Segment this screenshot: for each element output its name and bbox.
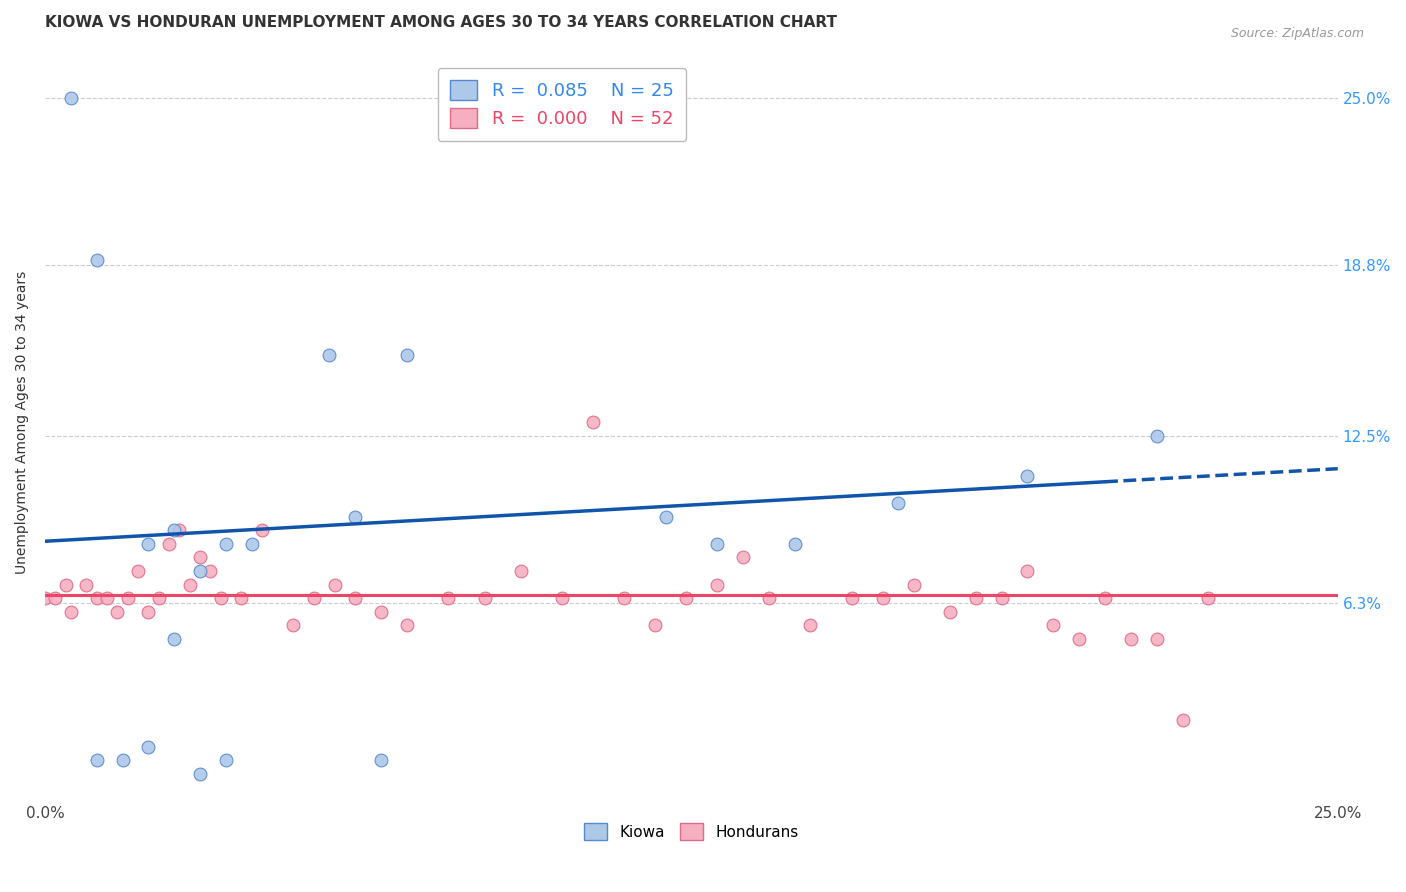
Point [733, 550, 755, 565]
Point [644, 618, 666, 632]
Point [654, 510, 676, 524]
Point [887, 496, 910, 510]
Point [370, 605, 392, 619]
Point [437, 591, 460, 605]
Point [318, 348, 340, 362]
Point [370, 753, 392, 767]
Point [872, 591, 894, 605]
Point [215, 753, 238, 767]
Legend: Kiowa, Hondurans: Kiowa, Hondurans [578, 817, 804, 847]
Point [138, 605, 160, 619]
Point [105, 605, 128, 619]
Point [1119, 632, 1142, 646]
Point [582, 415, 605, 429]
Point [1069, 632, 1091, 646]
Point [758, 591, 780, 605]
Point [706, 577, 728, 591]
Point [939, 605, 962, 619]
Point [1146, 632, 1168, 646]
Point [283, 618, 305, 632]
Point [163, 632, 186, 646]
Text: Source: ZipAtlas.com: Source: ZipAtlas.com [1230, 27, 1364, 40]
Point [86, 252, 108, 267]
Point [169, 524, 191, 538]
Point [163, 524, 186, 538]
Point [474, 591, 496, 605]
Point [841, 591, 863, 605]
Point [44, 591, 66, 605]
Point [127, 564, 149, 578]
Point [344, 591, 367, 605]
Point [1094, 591, 1116, 605]
Point [86, 753, 108, 767]
Point [1171, 713, 1194, 727]
Point [706, 537, 728, 551]
Point [509, 564, 531, 578]
Point [86, 591, 108, 605]
Point [157, 537, 180, 551]
Text: KIOWA VS HONDURAN UNEMPLOYMENT AMONG AGES 30 TO 34 YEARS CORRELATION CHART: KIOWA VS HONDURAN UNEMPLOYMENT AMONG AGE… [45, 15, 837, 30]
Point [111, 753, 134, 767]
Point [59, 605, 82, 619]
Y-axis label: Unemployment Among Ages 30 to 34 years: Unemployment Among Ages 30 to 34 years [15, 270, 30, 574]
Point [1017, 564, 1039, 578]
Point [34, 591, 56, 605]
Point [240, 537, 263, 551]
Point [1042, 618, 1064, 632]
Point [138, 537, 160, 551]
Point [344, 510, 367, 524]
Point [250, 524, 273, 538]
Point [188, 564, 211, 578]
Point [990, 591, 1012, 605]
Point [1017, 469, 1039, 483]
Point [75, 577, 97, 591]
Point [55, 577, 77, 591]
Point [188, 767, 211, 781]
Point [395, 618, 418, 632]
Point [799, 618, 821, 632]
Point [200, 564, 222, 578]
Point [231, 591, 253, 605]
Point [323, 577, 346, 591]
Point [215, 537, 238, 551]
Point [59, 91, 82, 105]
Point [1146, 429, 1168, 443]
Point [613, 591, 636, 605]
Point [1198, 591, 1220, 605]
Point [148, 591, 170, 605]
Point [179, 577, 201, 591]
Point [138, 739, 160, 754]
Point [903, 577, 925, 591]
Point [675, 591, 697, 605]
Point [117, 591, 139, 605]
Point [302, 591, 325, 605]
Point [96, 591, 118, 605]
Point [395, 348, 418, 362]
Point [551, 591, 574, 605]
Point [783, 537, 806, 551]
Point [188, 550, 211, 565]
Point [209, 591, 232, 605]
Point [965, 591, 987, 605]
